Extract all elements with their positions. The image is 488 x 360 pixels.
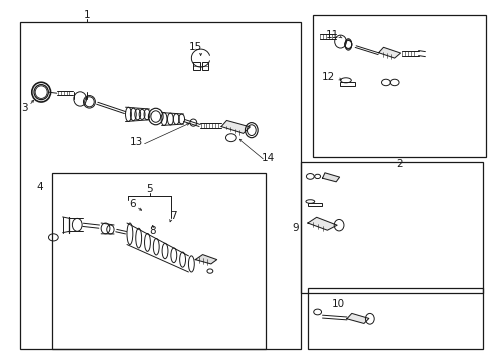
Text: 13: 13 <box>129 138 142 147</box>
Polygon shape <box>221 121 250 134</box>
Text: 3: 3 <box>21 103 27 113</box>
Polygon shape <box>195 255 216 264</box>
Text: 9: 9 <box>291 224 298 233</box>
Bar <box>312 15 485 157</box>
Polygon shape <box>307 217 336 230</box>
Text: 2: 2 <box>395 159 402 169</box>
Bar <box>307 203 321 206</box>
Text: 6: 6 <box>129 199 135 210</box>
Bar <box>192 62 199 69</box>
Text: 7: 7 <box>170 211 177 221</box>
Polygon shape <box>322 173 339 182</box>
Text: 1: 1 <box>84 10 91 20</box>
Text: 8: 8 <box>149 226 156 236</box>
Text: 5: 5 <box>146 184 153 194</box>
Bar <box>307 288 483 348</box>
Text: 12: 12 <box>321 72 334 82</box>
Text: 11: 11 <box>325 30 338 40</box>
Polygon shape <box>346 314 368 323</box>
Bar <box>300 162 483 293</box>
Bar <box>20 22 300 348</box>
Bar <box>339 82 354 86</box>
Polygon shape <box>378 47 400 58</box>
Text: 4: 4 <box>36 182 43 192</box>
Bar <box>52 173 266 348</box>
Bar <box>201 62 208 69</box>
Text: 15: 15 <box>189 42 202 52</box>
Text: 10: 10 <box>331 299 345 309</box>
Text: 14: 14 <box>262 153 275 163</box>
